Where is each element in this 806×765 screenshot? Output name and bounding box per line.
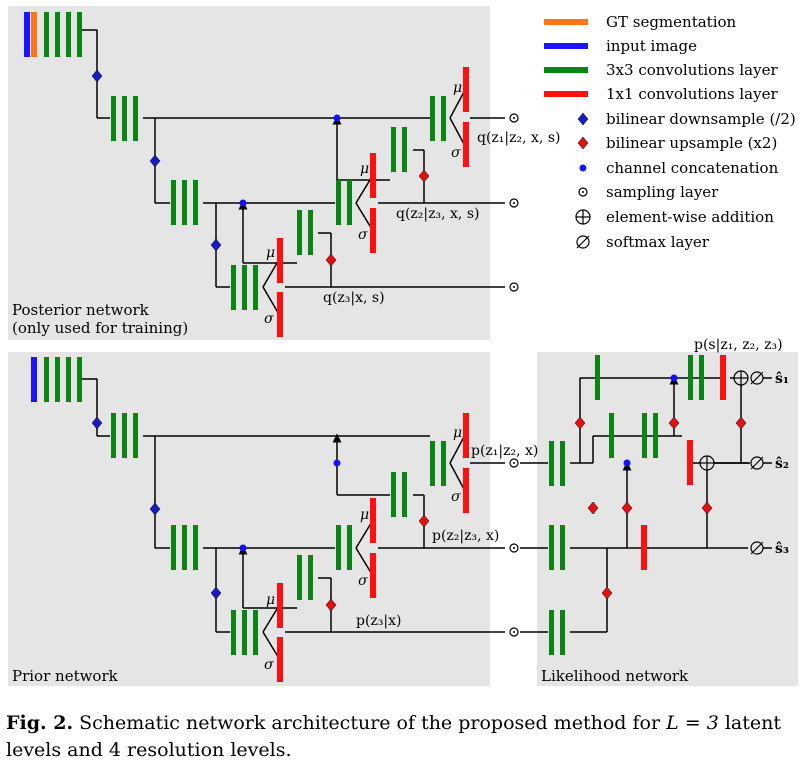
upsample-diamond: [325, 253, 337, 267]
svg-text:σ: σ: [451, 489, 461, 505]
upsample-diamond: [621, 501, 633, 515]
legend-input: input image: [606, 37, 697, 55]
concat-dot: [333, 459, 341, 467]
q-z3-label: q(z₃|x, s): [323, 290, 385, 306]
concat-dot: [670, 374, 678, 382]
caption-label: Fig. 2.: [6, 712, 74, 734]
prior-panel: [8, 352, 490, 686]
legend-up: bilinear upsample (x2): [606, 134, 777, 152]
caption-math: L = 3: [666, 712, 719, 734]
legend-conv1: 1x1 convolutions layer: [606, 85, 778, 103]
legend: GT segmentation input image 3x3 convolut…: [544, 13, 796, 251]
downsample-diamond: [149, 502, 161, 516]
svg-text:μ: μ: [453, 80, 462, 96]
figure-caption: Fig. 2. Schematic network architecture o…: [6, 710, 802, 764]
downsample-diamond: [149, 154, 161, 168]
prior-blocks: [31, 357, 519, 682]
prior-network: [80, 378, 505, 661]
softmax-node: [750, 371, 764, 385]
svg-text:σ: σ: [264, 311, 274, 327]
legend-gt: GT segmentation: [606, 13, 737, 31]
prior-text: μ σ μ σ μ σ p(z₁|z₂, x) p(z₂|z₃, x) p(z₃…: [12, 425, 538, 685]
svg-text:μ: μ: [266, 245, 275, 261]
svg-text:σ: σ: [451, 145, 461, 161]
svg-text:μ: μ: [453, 425, 462, 441]
svg-text:μ: μ: [360, 161, 369, 177]
upsample-diamond: [418, 169, 430, 183]
likelihood-blocks: [549, 355, 764, 655]
gt-segmentation-block: [31, 12, 37, 57]
legend-conv3: 3x3 convolutions layer: [606, 61, 778, 79]
p-z1-label: p(z₁|z₂, x): [471, 443, 538, 459]
q-z2-label: q(z₂|z₃, x, s): [396, 206, 479, 222]
addition-node: [733, 370, 749, 386]
downsample-diamond: [210, 586, 222, 600]
upsample-diamond: [325, 598, 337, 612]
p-s-label: p(s|z₁, z₂, z₃): [694, 337, 783, 353]
q-z1-label: q(z₁|z₂, x, s): [477, 130, 560, 146]
upsample-diamond: [418, 514, 430, 528]
legend-softmax: softmax layer: [606, 233, 710, 251]
upsample-diamond: [668, 416, 680, 430]
upsample-diamond: [601, 586, 613, 600]
posterior-panel: [8, 6, 490, 340]
legend-down: bilinear downsample (/2): [606, 110, 796, 128]
downsample-diamond: [210, 238, 222, 252]
downsample-diamond: [91, 69, 103, 83]
addition-node: [699, 455, 715, 471]
concat-dot: [623, 459, 631, 467]
s2-label: ŝ₂: [775, 456, 789, 472]
svg-text:μ: μ: [360, 507, 369, 523]
posterior-title: Posterior network: [12, 301, 150, 319]
likelihood-text: p(s|z₁, z₂, z₃) ŝ₁ ŝ₂ ŝ₃ Likelihood netw…: [541, 337, 789, 685]
downsample-diamond: [91, 416, 103, 430]
p-z2-label: p(z₂|z₃, x): [432, 528, 499, 544]
svg-text:σ: σ: [358, 227, 368, 243]
upsample-diamond: [587, 501, 599, 515]
posterior-subtitle: (only used for training): [12, 319, 188, 337]
prior-title: Prior network: [12, 667, 119, 685]
concat-dot: [333, 114, 341, 122]
concat-dot: [239, 544, 247, 552]
input-image-block: [24, 12, 30, 57]
legend-sampling: sampling layer: [606, 183, 719, 201]
likelihood-title: Likelihood network: [541, 667, 689, 685]
svg-text:σ: σ: [264, 657, 274, 673]
posterior-text: μ σ μ σ μ σ q(z₁|z₂, x, s) q(z₂|z₃, x, s…: [12, 80, 560, 337]
legend-concat: channel concatenation: [606, 159, 779, 177]
caption-text-1: Schematic network architecture of the pr…: [73, 712, 667, 734]
s3-label: ŝ₃: [775, 541, 789, 557]
p-z3-label: p(z₃|x): [356, 613, 402, 629]
svg-text:μ: μ: [266, 592, 275, 608]
posterior-network: [80, 29, 505, 317]
s1-label: ŝ₁: [775, 371, 789, 387]
upsample-diamond: [574, 416, 586, 430]
concat-dot: [239, 199, 247, 207]
input-image-block: [31, 357, 37, 402]
upsample-diamond: [735, 416, 747, 430]
svg-text:σ: σ: [358, 573, 368, 589]
softmax-node: [750, 541, 764, 555]
posterior-blocks: [24, 12, 519, 337]
likelihood-panel: [537, 352, 798, 686]
softmax-node: [750, 456, 764, 470]
legend-addition: element-wise addition: [606, 208, 774, 226]
upsample-diamond: [701, 501, 713, 515]
caption-text-2: latent levels and 4 resolution levels.: [6, 712, 781, 761]
